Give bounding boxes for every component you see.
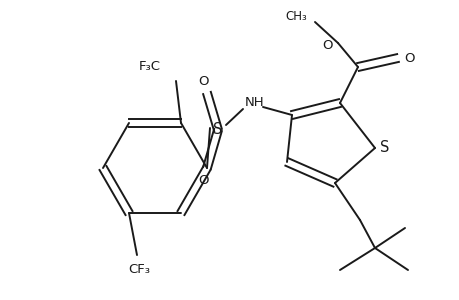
Text: O: O (198, 173, 209, 187)
Text: F₃C: F₃C (139, 61, 161, 74)
Text: O: O (322, 38, 332, 52)
Text: O: O (198, 74, 209, 88)
Text: NH: NH (245, 95, 264, 109)
Text: S: S (213, 122, 222, 137)
Text: CF₃: CF₃ (128, 262, 150, 275)
Text: S: S (380, 140, 389, 155)
Text: CH₃: CH₃ (285, 10, 306, 22)
Text: O: O (404, 52, 414, 64)
